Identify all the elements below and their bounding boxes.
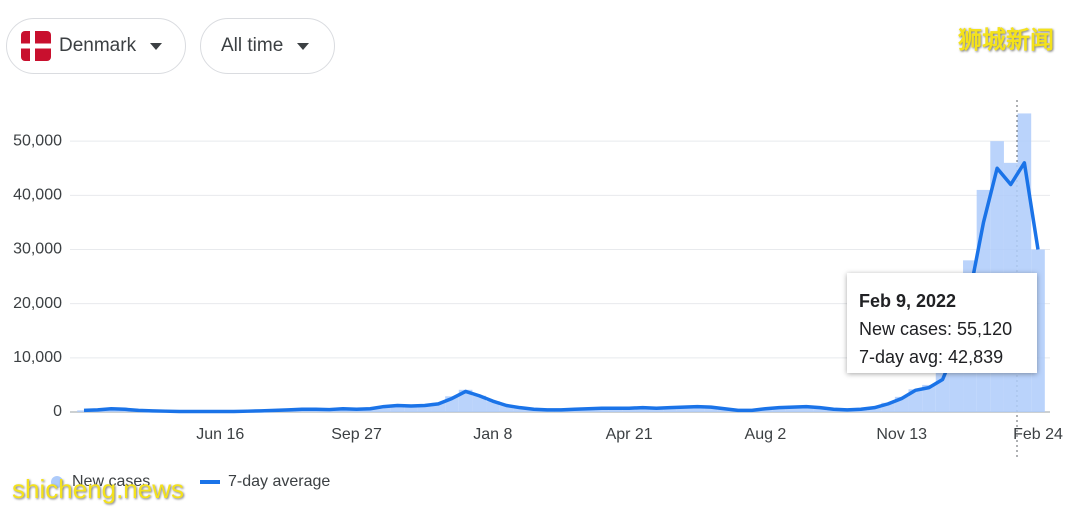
y-tick-label: 30,000 xyxy=(13,241,62,258)
bar xyxy=(922,384,936,412)
bar xyxy=(499,405,514,412)
flag xyxy=(21,31,51,61)
bar xyxy=(813,407,827,412)
bar xyxy=(404,406,418,412)
bar xyxy=(649,408,664,412)
x-tick-label: Aug 2 xyxy=(745,426,787,443)
watermark: 狮城新闻 xyxy=(958,27,1054,54)
bar xyxy=(704,407,718,412)
location-label: Denmark xyxy=(59,35,137,56)
bar xyxy=(458,389,473,412)
bar xyxy=(772,407,786,412)
x-tick-label: Jun 16 xyxy=(196,426,244,443)
location-dropdown[interactable]: Denmark xyxy=(6,18,186,74)
bar xyxy=(417,404,432,412)
bar xyxy=(799,406,814,412)
bar xyxy=(908,389,923,412)
bar xyxy=(431,402,446,412)
tooltip: Feb 9, 2022 New cases: 55,120 7-day avg:… xyxy=(847,273,1037,373)
y-tick-label: 40,000 xyxy=(13,187,62,204)
y-tick-label: 20,000 xyxy=(13,295,62,312)
bar xyxy=(377,406,391,412)
legend-label: 7-day average xyxy=(228,473,330,490)
line xyxy=(83,161,1040,414)
tooltip-date: Feb 9, 2022 xyxy=(859,291,957,311)
bar xyxy=(785,406,800,412)
y-tick-label: 50,000 xyxy=(13,132,62,149)
tooltip-cases: New cases: 55,120 xyxy=(859,319,1013,339)
bar xyxy=(622,408,636,412)
bar xyxy=(513,407,527,412)
bar xyxy=(867,407,882,412)
bar xyxy=(635,407,650,412)
bar xyxy=(690,406,705,412)
bar xyxy=(472,395,487,412)
tooltip-avg: 7-day avg: 42,839 xyxy=(859,347,1004,367)
range-label: All time xyxy=(221,35,284,56)
x-tick-label: Feb 24 xyxy=(1013,426,1063,443)
range-dropdown[interactable]: All time xyxy=(200,18,335,74)
watermark: shicheng.news xyxy=(12,474,184,504)
bar xyxy=(881,402,895,412)
bar xyxy=(663,407,677,412)
bar xyxy=(390,404,405,412)
x-tick-label: Jan 8 xyxy=(473,426,512,443)
y-tick-label: 10,000 xyxy=(13,349,62,366)
legend-swatch xyxy=(51,476,63,488)
x-tick-label: Sep 27 xyxy=(331,426,382,443)
bar xyxy=(676,406,691,412)
bar xyxy=(595,408,609,412)
y-tick-label: 0 xyxy=(53,403,62,420)
bar xyxy=(77,410,91,412)
legend-label: New cases xyxy=(72,473,150,490)
x-tick-label: Apr 21 xyxy=(606,426,653,443)
bar xyxy=(486,401,500,412)
x-tick-label: Nov 13 xyxy=(876,426,927,443)
